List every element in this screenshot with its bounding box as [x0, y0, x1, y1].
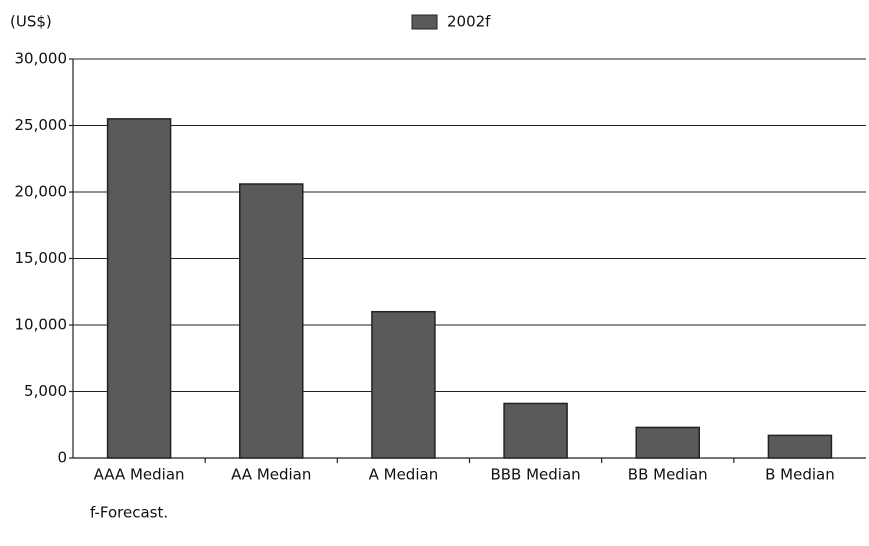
legend-label: 2002f — [447, 13, 491, 31]
y-tick-label: 15,000 — [15, 249, 68, 267]
x-tick-label: AAA Median — [94, 466, 185, 484]
bar — [371, 310, 436, 459]
bar — [239, 183, 304, 459]
x-tick-label: BBB Median — [490, 466, 580, 484]
y-unit-label: (US$) — [10, 13, 52, 31]
y-tick-label: 30,000 — [15, 50, 68, 68]
legend-swatch — [411, 14, 438, 30]
bar — [503, 402, 568, 459]
x-tick-label: AA Median — [231, 466, 311, 484]
y-tick-label: 10,000 — [15, 316, 68, 334]
x-tick-label: B Median — [765, 466, 835, 484]
x-tick-label: A Median — [369, 466, 439, 484]
y-tick-label: 20,000 — [15, 183, 68, 201]
footnote: f-Forecast. — [90, 504, 168, 522]
bar — [106, 118, 172, 459]
y-tick-label: 0 — [57, 449, 67, 467]
bar — [767, 434, 833, 459]
bar — [635, 426, 700, 459]
y-tick-label: 5,000 — [24, 382, 67, 400]
x-tick-label: BB Median — [628, 466, 708, 484]
y-tick-label: 25,000 — [15, 116, 68, 134]
